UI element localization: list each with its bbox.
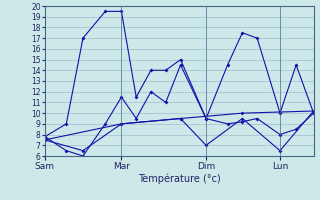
X-axis label: Température (°c): Température (°c) [138,173,220,184]
